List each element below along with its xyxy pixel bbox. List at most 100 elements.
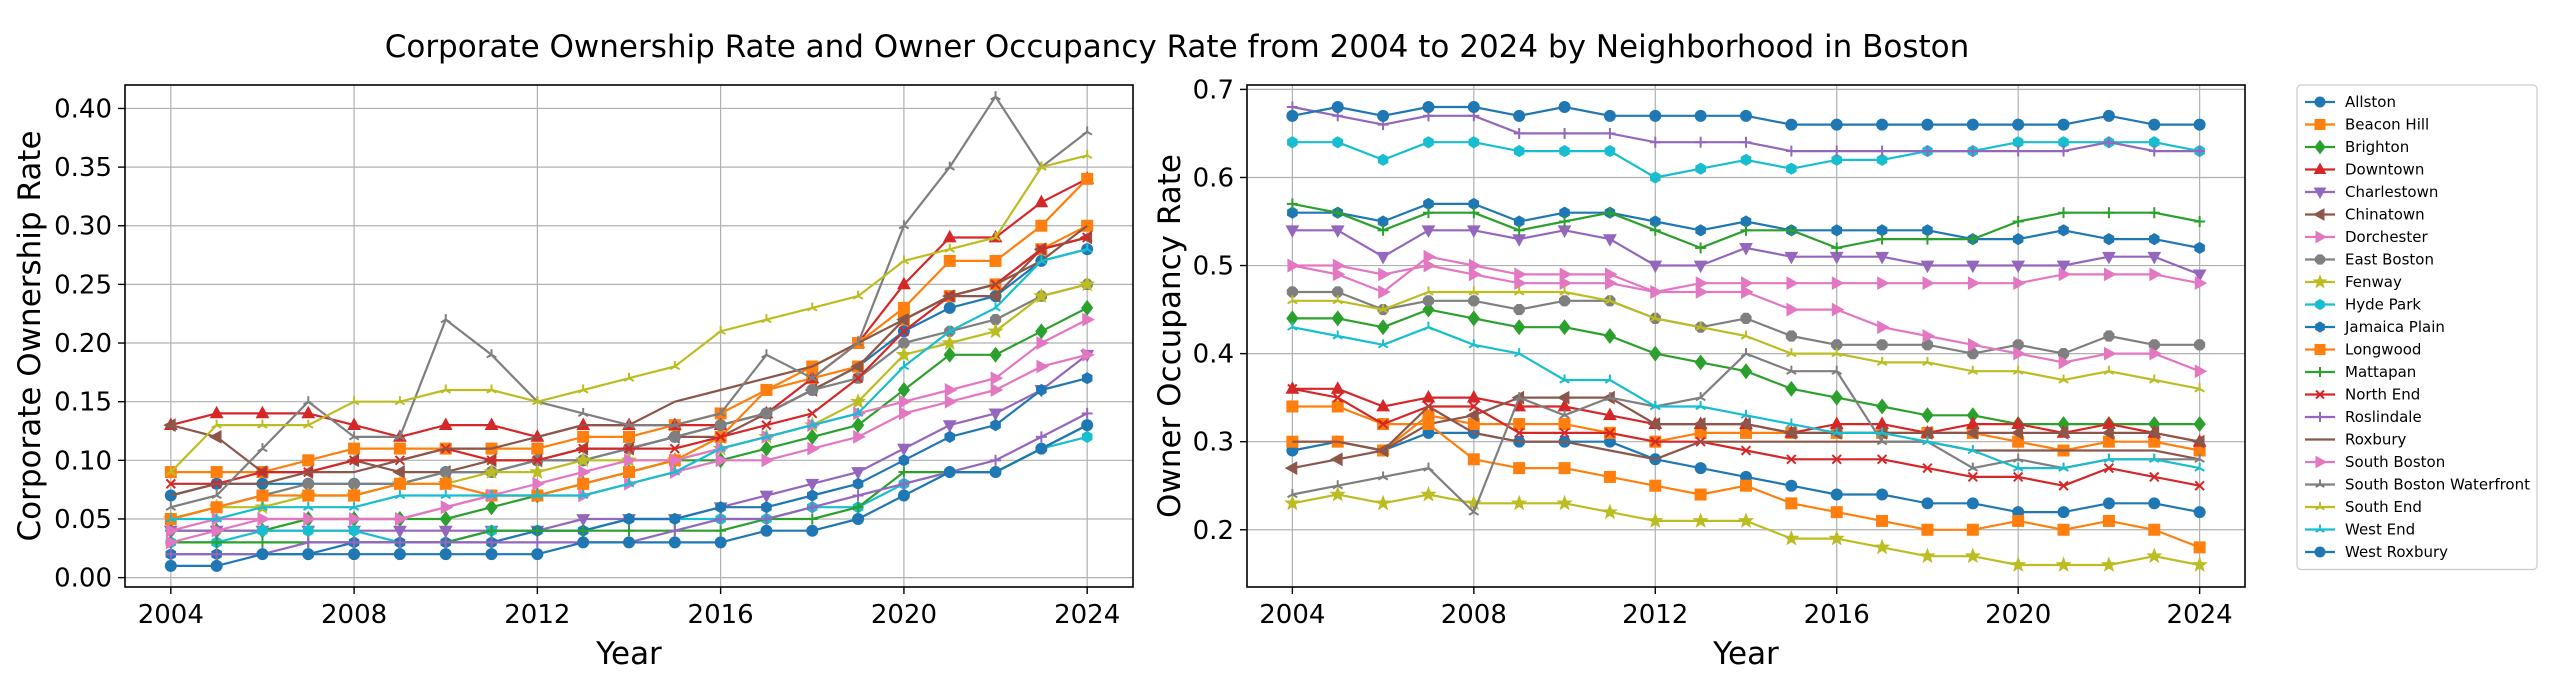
data-point	[1876, 145, 1888, 157]
data-point	[2012, 233, 2024, 246]
data-point	[897, 276, 911, 290]
data-point	[165, 513, 177, 523]
data-point	[1377, 304, 1389, 314]
data-point	[1423, 258, 1437, 273]
data-point	[1873, 538, 1891, 555]
data-point	[2149, 267, 2162, 282]
data-point	[1649, 109, 1662, 122]
legend-label: Jamaica Plain	[2344, 318, 2445, 336]
data-point	[2104, 346, 2117, 361]
data-point	[1966, 118, 1979, 131]
data-point	[1967, 348, 1979, 360]
data-point	[2148, 453, 2160, 463]
data-point	[990, 231, 1001, 242]
data-point	[532, 455, 543, 466]
legend-entry-allston: Allston	[2305, 93, 2396, 111]
data-point	[1740, 479, 1752, 492]
data-point	[577, 384, 589, 394]
legend-marker	[2315, 524, 2325, 533]
data-point	[2010, 556, 2027, 572]
x-tick-label: 2012	[1622, 600, 1688, 630]
y-tick-label: 0.20	[54, 329, 112, 359]
y-tick-label: 0.6	[1193, 163, 1234, 193]
data-point	[1081, 299, 1094, 316]
data-point	[942, 229, 957, 243]
data-point	[394, 431, 406, 441]
data-point	[393, 477, 406, 490]
data-point	[165, 466, 177, 476]
data-point	[1468, 258, 1482, 273]
data-point	[1559, 216, 1571, 228]
data-point	[1693, 260, 1708, 274]
legend-label: Brighton	[2345, 138, 2409, 156]
legend-marker	[2315, 412, 2325, 422]
data-point	[1785, 497, 1798, 510]
data-point	[1740, 136, 1752, 148]
data-point	[577, 407, 589, 418]
series-fenway	[1284, 485, 2208, 572]
data-point	[1695, 162, 1706, 175]
data-point	[1647, 417, 1661, 431]
data-point	[760, 440, 773, 457]
data-point	[1922, 329, 1936, 343]
data-point	[211, 513, 222, 523]
data-point	[1559, 427, 1570, 438]
data-point	[852, 373, 864, 384]
data-point	[1694, 488, 1707, 501]
data-point	[1876, 514, 1889, 527]
data-point	[529, 463, 546, 479]
data-point	[257, 524, 268, 537]
data-point	[2058, 374, 2069, 384]
legend-label: South End	[2345, 498, 2422, 516]
data-point	[531, 442, 544, 455]
data-point	[1604, 374, 1616, 384]
data-point	[942, 420, 957, 433]
data-point	[303, 512, 316, 526]
data-point	[2194, 276, 2208, 291]
y-tick-label: 0.2	[1193, 516, 1234, 546]
legend-label: Longwood	[2345, 341, 2421, 359]
legend-marker	[2315, 367, 2325, 377]
data-point	[2057, 118, 2070, 131]
data-point	[1695, 400, 1706, 411]
data-point	[2012, 514, 2025, 527]
legend-marker	[2315, 389, 2325, 400]
data-point	[1287, 383, 1298, 394]
data-point	[486, 455, 497, 466]
y-axis-label: Owner Occupancy Rate	[1152, 154, 1188, 518]
data-point	[1967, 145, 1979, 157]
data-point	[1601, 503, 1619, 520]
legend-entry-hyde-park: Hyde Park	[2305, 296, 2421, 314]
data-point	[256, 548, 269, 561]
data-point	[303, 524, 314, 537]
data-point	[1082, 312, 1095, 327]
data-point	[1423, 462, 1434, 472]
data-point	[1740, 224, 1752, 236]
y-tick-label: 0.35	[54, 153, 112, 183]
legend-entry-west-roxbury: West Roxbury	[2305, 543, 2448, 561]
data-point	[2146, 425, 2160, 440]
data-point	[2104, 267, 2117, 282]
data-point	[256, 489, 269, 502]
legend-label: Downtown	[2345, 161, 2424, 179]
data-point	[2012, 118, 2025, 131]
data-point	[1830, 389, 1843, 406]
data-point	[1376, 319, 1390, 336]
data-point	[577, 525, 589, 537]
data-point	[1694, 462, 1707, 475]
data-point	[486, 349, 497, 359]
data-point	[1421, 225, 1436, 238]
data-point	[1513, 109, 1526, 122]
plot-area	[125, 85, 1133, 587]
legend-marker	[2315, 298, 2325, 311]
data-point	[1514, 427, 1525, 438]
data-point	[1468, 136, 1480, 149]
data-point	[851, 467, 865, 480]
data-point	[1786, 365, 1797, 375]
data-point	[1692, 512, 1709, 528]
data-point	[1468, 401, 1479, 412]
data-point	[1081, 149, 1093, 159]
data-point	[899, 406, 912, 421]
data-point	[1922, 356, 1933, 367]
data-point	[1831, 145, 1843, 157]
